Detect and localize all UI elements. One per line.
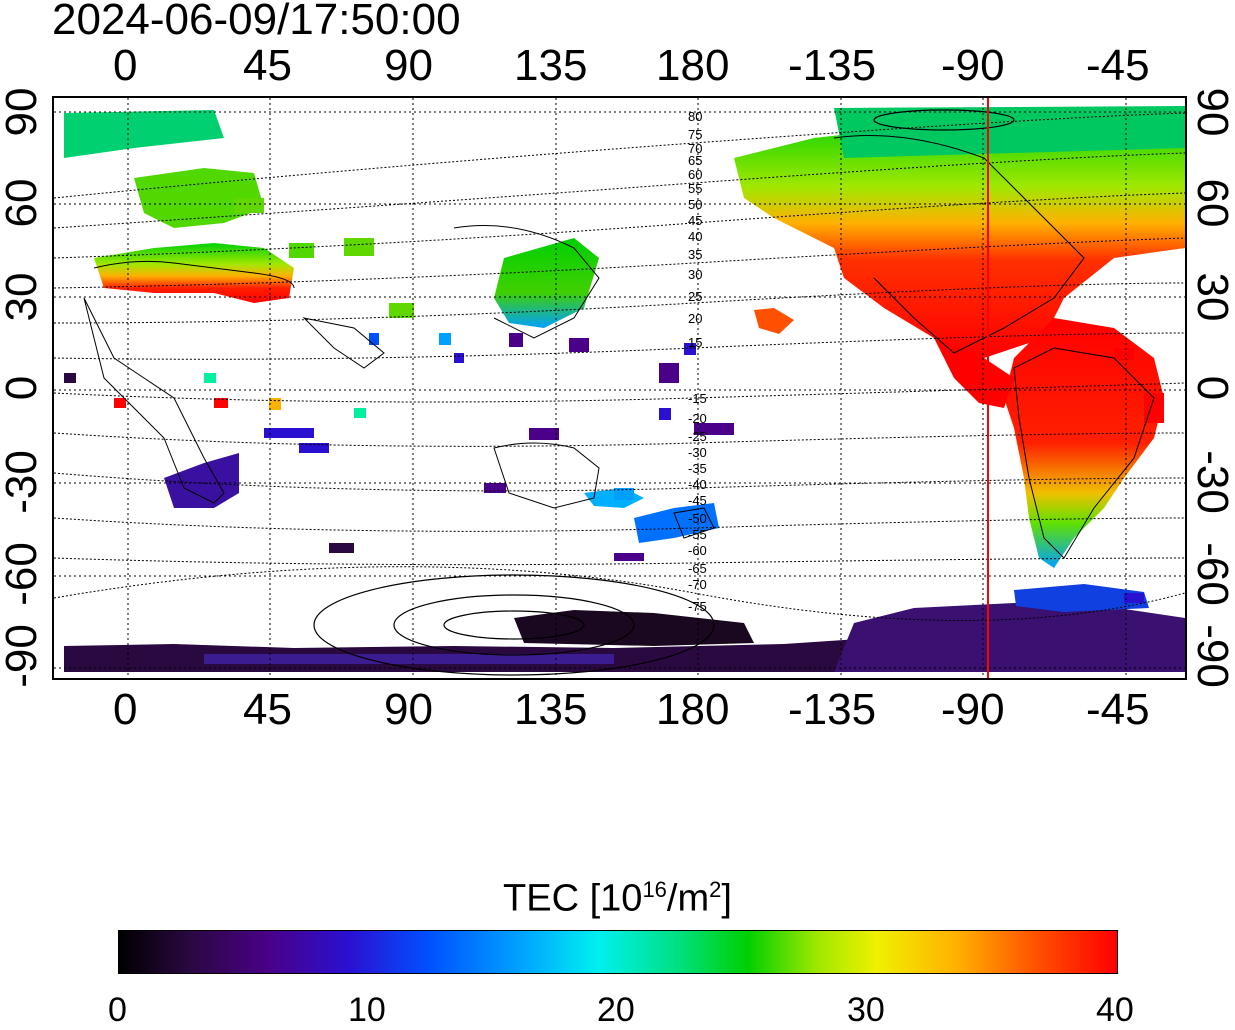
bottom-axis-label-90: 90 (384, 685, 433, 734)
tec-region-east-asia (494, 238, 599, 328)
right-axis-label-m60: -60 (1188, 542, 1235, 606)
contour-label: 25 (688, 289, 703, 304)
magnetic-contours (54, 112, 1185, 621)
contour-label: 50 (688, 197, 703, 212)
contour-label: -35 (688, 461, 707, 476)
magnetic-pole-contours (313, 109, 1015, 676)
bottom-axis-label-m135: -135 (788, 685, 877, 734)
coastlines (83, 135, 1155, 559)
tec-region-arctic-europe (64, 110, 224, 158)
top-axis-label-90: 90 (384, 41, 433, 90)
contour-label: 80 (688, 109, 703, 124)
bottom-axis-label-m90: -90 (941, 685, 1005, 734)
contour-label: -40 (688, 477, 707, 492)
right-axis-label-m30: -30 (1188, 450, 1235, 514)
tec-region-europe (94, 243, 294, 303)
tec-region-scandinavia (134, 168, 264, 228)
tec-region-arctic-canada (834, 106, 1185, 158)
contour-label: 30 (688, 267, 703, 282)
colorbar-tick-20: 20 (597, 991, 635, 1029)
contour-labels: 80 75 70 65 60 55 50 45 40 35 30 25 20 1… (688, 110, 728, 620)
left-axis-label-0: 0 (0, 375, 46, 401)
tec-region-south-atlantic-blue (1014, 584, 1149, 612)
contour-label: 55 (688, 181, 703, 196)
contour-label: -75 (688, 599, 707, 614)
colorbar-title-unit: /m (666, 877, 710, 920)
left-axis-label-m60: -60 (0, 542, 46, 606)
bottom-axis-label-135: 135 (514, 685, 588, 734)
right-axis-label-90: 90 (1188, 87, 1235, 137)
top-axis-label-135: 135 (514, 41, 588, 90)
left-axis-label-30: 30 (0, 272, 46, 322)
contour-label: 70 (688, 141, 703, 156)
contour-label: -30 (688, 445, 707, 460)
tec-region-south-america (1004, 318, 1164, 568)
contour-label: 40 (688, 229, 703, 244)
colorbar-title-suffix: ] (721, 877, 732, 920)
contour-label: -65 (688, 561, 707, 576)
left-axis-label-60: 60 (0, 178, 46, 228)
tec-scatter-cells (64, 198, 1164, 603)
tec-region-southern-africa (164, 453, 239, 508)
right-axis-label-0: 0 (1188, 375, 1235, 401)
right-axis-label-m90: -90 (1188, 624, 1235, 688)
tec-region-antarctic-blue (204, 654, 614, 664)
contour-label: 20 (688, 311, 703, 326)
contour-label: -50 (688, 511, 707, 526)
right-axis-label-30: 30 (1188, 272, 1235, 322)
top-axis-label-m135: -135 (788, 41, 877, 90)
tec-map (52, 96, 1187, 680)
tec-map-canvas (54, 98, 1185, 678)
top-axis-label-45: 45 (243, 41, 292, 90)
colorbar-title-exponent-2: 2 (709, 877, 722, 902)
bottom-axis-label-m45: -45 (1086, 685, 1150, 734)
colorbar-tick-40: 40 (1096, 991, 1134, 1029)
colorbar-tick-0: 0 (108, 991, 127, 1029)
colorbar-title-prefix: TEC [10 (503, 877, 643, 920)
right-axis-label-60: 60 (1188, 178, 1235, 228)
tec-region-antarctic-east (834, 603, 1185, 672)
contour-label: 15 (688, 335, 703, 350)
top-axis-label-m45: -45 (1086, 41, 1150, 90)
tec-region-north-america (734, 113, 1185, 358)
contour-label: 35 (688, 247, 703, 262)
contour-label: -15 (688, 391, 707, 406)
left-axis-label-m90: -90 (0, 624, 46, 688)
contour-label: 45 (688, 213, 703, 228)
tec-region-hawaii (754, 308, 794, 334)
colorbar (118, 930, 1118, 974)
contour-label: 65 (688, 153, 703, 168)
left-axis-label-90: 90 (0, 87, 46, 137)
colorbar-tick-10: 10 (348, 991, 386, 1029)
contour-label: 60 (688, 167, 703, 182)
top-axis-label-180: 180 (656, 41, 730, 90)
colorbar-title-exponent: 16 (642, 877, 667, 902)
bottom-axis-label-180: 180 (656, 685, 730, 734)
top-axis-label-0: 0 (113, 41, 138, 90)
colorbar-tick-30: 30 (847, 991, 885, 1029)
top-axis-label-m90: -90 (941, 41, 1005, 90)
bottom-axis-label-0: 0 (113, 685, 138, 734)
contour-label: -70 (688, 577, 707, 592)
plot-title: 2024-06-09/17:50:00 (52, 0, 461, 44)
left-axis-label-m30: -30 (0, 450, 46, 514)
contour-label: -20 (688, 411, 707, 426)
contour-label: -45 (688, 493, 707, 508)
colorbar-title: TEC [1016/m2] (0, 868, 1235, 921)
contour-label: 75 (688, 127, 703, 142)
contour-label: -60 (688, 543, 707, 558)
contour-label: -55 (688, 527, 707, 542)
bottom-axis-label-45: 45 (243, 685, 292, 734)
contour-label: -25 (688, 429, 707, 444)
